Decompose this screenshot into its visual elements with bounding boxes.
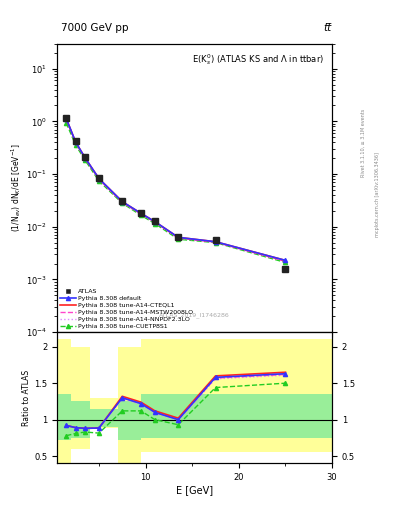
Text: mcplots.cern.ch [arXiv:1306.3436]: mcplots.cern.ch [arXiv:1306.3436]	[375, 152, 380, 237]
Y-axis label: (1/N$_{ev}$) dN$_K$/dE [GeV$^{-1}$]: (1/N$_{ev}$) dN$_K$/dE [GeV$^{-1}$]	[9, 143, 24, 232]
X-axis label: E [GeV]: E [GeV]	[176, 485, 213, 495]
Text: 7000 GeV pp: 7000 GeV pp	[61, 23, 129, 33]
Text: Rivet 3.1.10, ≥ 3.1M events: Rivet 3.1.10, ≥ 3.1M events	[361, 109, 366, 178]
Text: E(K$_s^0$) (ATLAS KS and Λ in ttbar): E(K$_s^0$) (ATLAS KS and Λ in ttbar)	[192, 52, 324, 67]
Text: ATLAS_2019_I1746286: ATLAS_2019_I1746286	[159, 312, 230, 318]
Text: tt̅: tt̅	[323, 23, 331, 33]
Legend: ATLAS, Pythia 8.308 default, Pythia 8.308 tune-A14-CTEQL1, Pythia 8.308 tune-A14: ATLAS, Pythia 8.308 default, Pythia 8.30…	[60, 289, 193, 329]
Y-axis label: Ratio to ATLAS: Ratio to ATLAS	[22, 370, 31, 426]
